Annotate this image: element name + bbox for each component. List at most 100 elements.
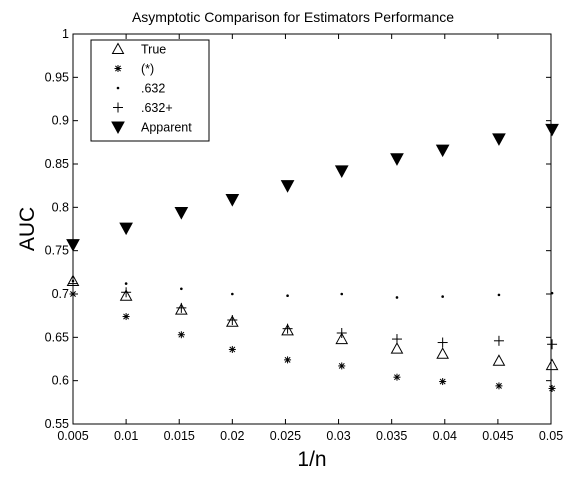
data-point [69,290,77,298]
x-tick-label: 0.015 [164,429,195,443]
y-axis-label: AUC [16,207,39,251]
legend-item: .632+ [113,101,173,115]
legend-marker [113,102,123,113]
data-point [340,292,344,296]
legend-label: True [141,43,166,57]
y-tick-label: 0.95 [45,70,69,84]
triangle-filled-shape [390,153,404,166]
legend-box [90,39,210,142]
data-point [391,334,402,345]
axis-ticks-layer: 0.005 0.01 0.015 0.02 0.025 0.03 0.035 0.04 0.04… [45,27,564,443]
x-tick-label: 0.02 [220,429,244,443]
data-point [175,303,188,315]
y-tick-label: 0.85 [45,157,69,171]
dot-shape [497,293,501,297]
data-point [122,313,130,321]
triangle-open-shape [492,354,506,366]
dot-shape [550,291,554,295]
dot-shape [124,282,128,285]
triangle-open-shape [225,315,239,327]
dot-shape [231,292,234,296]
legend-item: (*) [114,62,154,76]
triangle-filled-shape [334,165,349,178]
data-point [286,294,289,298]
data-point [231,292,234,296]
asterisk-stroke [115,65,121,72]
triangle-open-shape [436,347,449,359]
dot-shape [180,287,183,291]
dot-shape [441,295,444,298]
dot-shape [395,296,399,299]
triangle-filled-shape [545,123,559,137]
data-point [284,356,292,364]
data-point [68,278,78,289]
data-point [119,289,133,301]
series-dot [71,279,554,299]
data-point [395,296,399,299]
triangle-open-shape [175,303,188,315]
data-point [119,222,133,236]
data-point [495,382,503,390]
data-point [493,335,504,346]
series-asterisk [69,290,556,392]
data-point [227,315,238,325]
data-point [550,291,554,295]
legend-marker [116,86,120,90]
data-point [336,328,347,338]
x-tick-label: 0.04 [433,429,457,443]
data-point [225,194,240,207]
series-triangle-filled [66,123,559,252]
chart-title: Asymptotic Comparison for Estimators Per… [132,9,454,25]
x-tick-label: 0.025 [270,429,301,443]
data-point [439,378,447,386]
data-point [121,287,132,298]
y-tick-label: 0.8 [52,200,69,214]
triangle-filled-shape [174,207,189,220]
y-tick-label: 0.7 [52,287,69,301]
data-point [334,165,349,178]
data-point [225,315,239,327]
data-point [441,295,444,298]
y-tick-label: 0.9 [52,114,69,128]
triangle-filled-shape [435,144,450,158]
data-point [393,373,401,381]
triangle-open-shape [281,323,294,336]
triangle-open-shape [119,289,133,301]
data-point [390,342,404,354]
data-point [547,339,558,350]
data-point [338,362,346,370]
data-point [492,354,506,366]
data-point [180,287,183,291]
data-point [390,153,404,166]
y-tick-label: 0.75 [45,244,69,258]
legend-label: .632 [141,82,165,96]
asterisk-stroke [178,331,185,338]
legend-label: Apparent [141,121,192,135]
data-point [176,302,187,313]
chart-legend: True (*) .632 .632+ Apparent [90,39,210,142]
data-point [435,144,450,158]
legend-marker [111,42,125,54]
series-triangle-open [66,274,559,371]
x-tick-label: 0.035 [376,429,407,443]
triangle-filled-shape [280,180,295,193]
series-plus [68,278,558,350]
y-tick-label: 0.55 [45,417,69,431]
y-tick-label: 0.6 [52,374,69,388]
legend-marker [111,121,125,135]
triangle-filled-shape [492,133,506,146]
plot-area-frame [72,33,552,425]
x-tick-label: 0.05 [539,429,563,443]
asterisk-stroke [439,378,446,385]
x-tick-label: 0.03 [326,429,350,443]
asterisk-stroke [229,346,236,353]
data-point [437,337,448,348]
legend-item: .632 [116,82,165,96]
triangle-open-shape [545,358,559,371]
triangle-open-shape [111,42,125,54]
data-point [545,358,559,371]
y-tick-label: 1 [62,27,69,41]
y-tick-label: 0.65 [45,330,69,344]
